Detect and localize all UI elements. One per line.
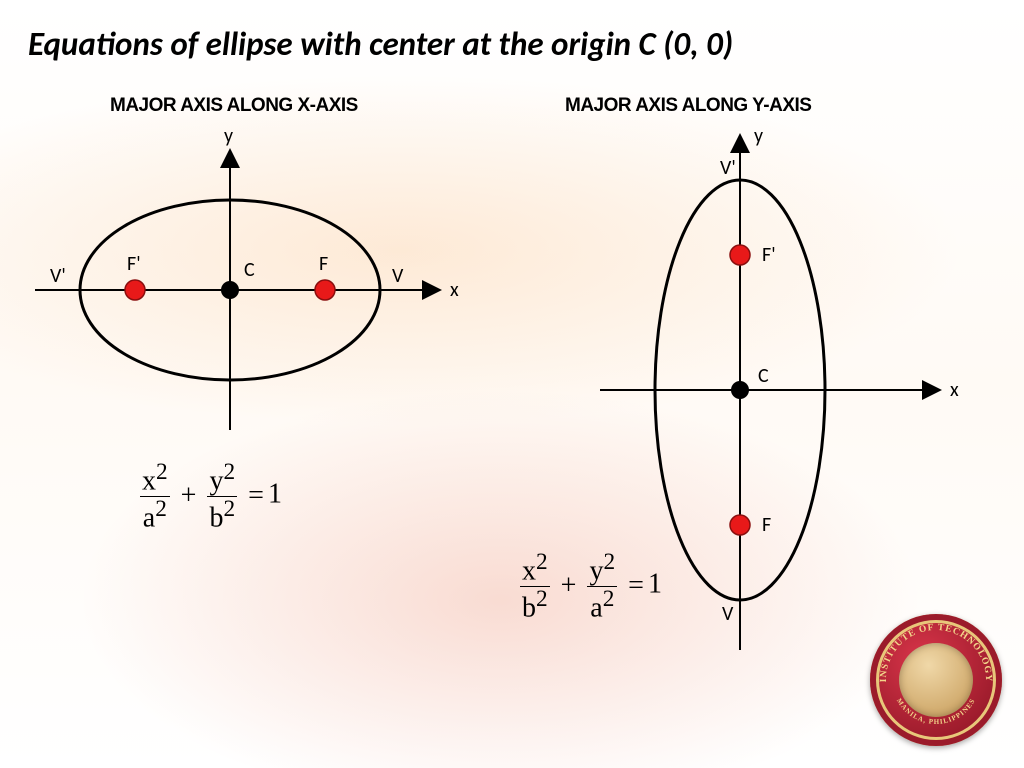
- svg-text:V: V: [722, 602, 734, 626]
- svg-text:C: C: [758, 364, 769, 388]
- diagram-x-major: x y C F' F V' V: [20, 120, 470, 450]
- svg-text:F: F: [762, 513, 771, 537]
- svg-text:C: C: [244, 258, 255, 282]
- svg-text:x: x: [450, 278, 459, 302]
- svg-text:V: V: [392, 264, 404, 288]
- institute-logo: INSTITUTE OF TECHNOLOGY MANILA, PHILIPPI…: [870, 614, 1002, 746]
- svg-text:F: F: [319, 252, 328, 276]
- svg-text:y: y: [754, 124, 763, 148]
- page-title: Equations of ellipse with center at the …: [28, 24, 733, 64]
- svg-text:F': F': [127, 252, 141, 276]
- equation-y-major: x2 b2 + y2 a2 =1: [520, 550, 662, 622]
- svg-text:V': V': [50, 264, 66, 288]
- svg-text:x: x: [950, 378, 959, 402]
- svg-text:V': V': [720, 156, 736, 180]
- svg-text:F': F': [762, 243, 776, 267]
- logo-ring-text: INSTITUTE OF TECHNOLOGY MANILA, PHILIPPI…: [870, 614, 1002, 746]
- svg-text:y: y: [224, 124, 233, 148]
- heading-x-axis: MAJOR AXIS ALONG X-AXIS: [110, 95, 358, 117]
- equation-x-major: x2 a2 + y2 b2 =1: [140, 460, 282, 532]
- svg-text:MANILA, PHILIPPINES: MANILA, PHILIPPINES: [895, 697, 977, 726]
- svg-text:INSTITUTE OF TECHNOLOGY: INSTITUTE OF TECHNOLOGY: [879, 623, 993, 683]
